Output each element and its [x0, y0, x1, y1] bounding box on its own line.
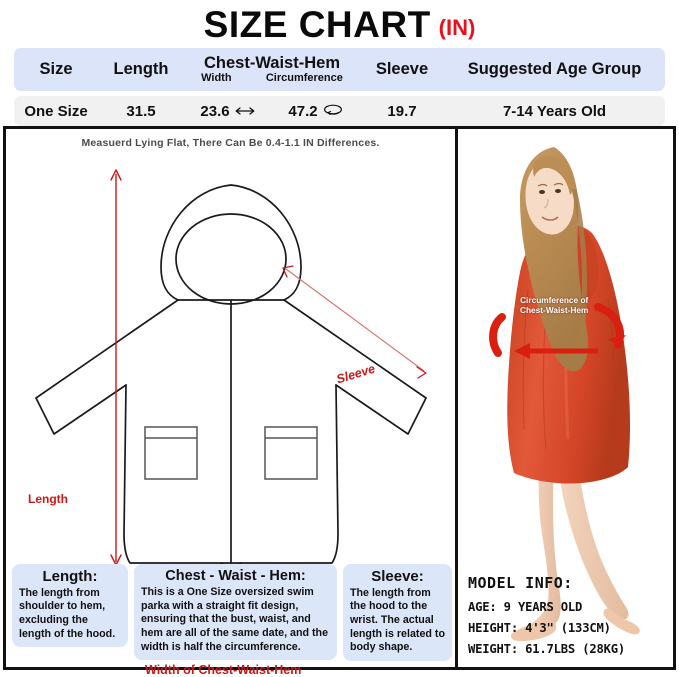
info-box-sleeve-body: The length from the hood to the wrist. T… [349, 586, 445, 654]
table-header-row: Size Length Chest-Waist-Hem Width Circum… [14, 48, 665, 91]
info-box-length: Length: The length from shoulder to hem,… [12, 564, 128, 648]
info-boxes: Length: The length from shoulder to hem,… [6, 564, 458, 665]
header-age-group: Suggested Age Group [467, 60, 642, 78]
garment-diagram-panel: Measuerd Lying Flat, There Can Be 0.4-1.… [6, 129, 458, 677]
circumference-loop-icon [322, 103, 344, 120]
model-photo [458, 129, 673, 667]
cell-width-measure: 23.6 [200, 103, 255, 120]
model-photo-panel: Circumference of Chest-Waist-Hem MODEL I… [458, 129, 673, 667]
info-box-length-body: The length from shoulder to hem, excludi… [19, 586, 116, 640]
size-table: Size Length Chest-Waist-Hem Width Circum… [14, 48, 665, 126]
circumference-photo-label-line2: Chest-Waist-Hem [520, 304, 589, 315]
info-box-length-title: Length: [42, 568, 98, 586]
header-size: Size [39, 60, 73, 78]
table-row: One Size 31.5 23.6 47.2 [14, 96, 665, 126]
model-head [520, 147, 588, 372]
cell-chest-waist-hem: 23.6 47.2 [184, 96, 360, 126]
content-frame: Measuerd Lying Flat, There Can Be 0.4-1.… [3, 126, 676, 677]
info-box-chest-waist-hem-body: This is a One Size oversized swim parka … [140, 585, 329, 653]
length-dimension-label: Length [28, 492, 68, 506]
model-info-height: HEIGHT: 4'3" (133CM) [468, 621, 611, 635]
cell-length: 31.5 [126, 102, 156, 120]
info-box-sleeve-title: Sleeve: [371, 568, 424, 586]
width-arrow-icon [234, 103, 256, 120]
measurement-note: Measuerd Lying Flat, There Can Be 0.4-1.… [81, 137, 380, 149]
header-chest-waist-hem: Chest-Waist-Hem Width Circumference [184, 48, 360, 91]
page-title-unit: (IN) [438, 15, 476, 40]
info-box-sleeve: Sleeve: The length from the hood to the … [342, 564, 452, 661]
header-length: Length [113, 60, 169, 78]
width-dimension-label: Width of Chest-Waist-Hem [145, 663, 302, 677]
circumference-photo-label-line1: Circumference of [520, 295, 589, 305]
cell-age-group: 7-14 Years Old [502, 102, 607, 120]
header-sleeve: Sleeve [375, 60, 429, 78]
cell-size: One Size [24, 102, 88, 120]
header-sub-width: Width [201, 71, 232, 84]
model-info-block: MODEL INFO: AGE: 9 YEARS OLD HEIGHT: 4'3… [468, 574, 673, 663]
model-legs [510, 459, 640, 642]
circumference-photo-label: Circumference of Chest-Waist-Hem [520, 295, 589, 316]
cell-width-value: 23.6 [200, 102, 230, 120]
model-info-age: AGE: 9 YEARS OLD [468, 600, 583, 614]
cell-circumference-measure: 47.2 [288, 103, 343, 120]
info-box-chest-waist-hem-title: Chest - Waist - Hem: [165, 568, 306, 585]
model-info-weight: WEIGHT: 61.7LBS (28KG) [468, 642, 626, 656]
cell-circumference-value: 47.2 [288, 102, 318, 120]
circumference-arrows [489, 303, 626, 359]
header-sub-circumference: Circumference [265, 71, 343, 84]
model-info-title: MODEL INFO: [468, 574, 573, 592]
header-chest-waist-hem-label: Chest-Waist-Hem [204, 53, 340, 72]
garment-technical-drawing [35, 169, 427, 568]
page-title-text: SIZE CHART [203, 3, 431, 45]
cell-sleeve: 19.7 [387, 102, 417, 120]
info-box-chest-waist-hem: Chest - Waist - Hem: This is a One Size … [133, 564, 337, 661]
page-title: SIZE CHART (IN) [0, 0, 679, 46]
